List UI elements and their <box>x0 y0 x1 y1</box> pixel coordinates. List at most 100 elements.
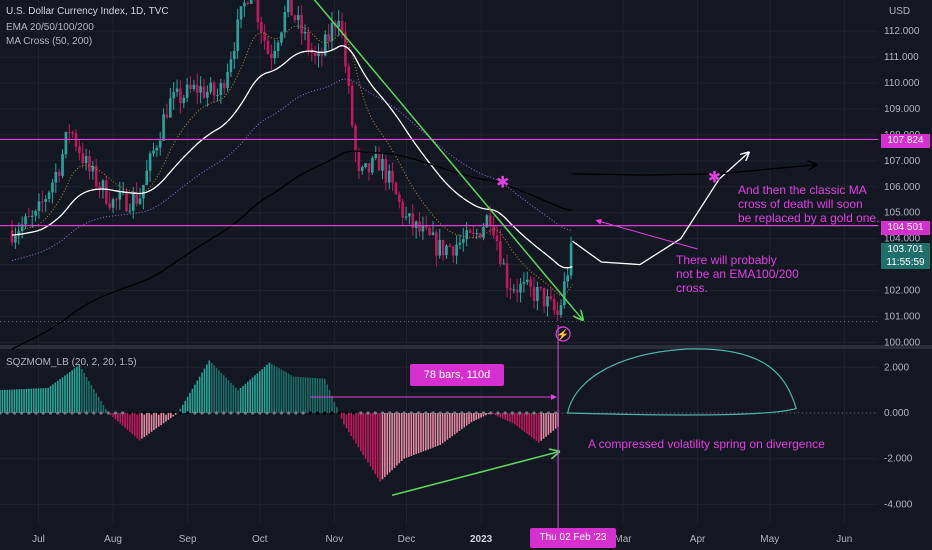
squeeze-dot <box>308 411 312 415</box>
candle-body <box>344 32 347 67</box>
axis-layer: Jul Aug Sep Oct Nov Dec 2023 Mar Apr May Jun 112.00… <box>32 26 920 545</box>
squeeze-dot <box>157 411 161 415</box>
candle-body <box>566 275 569 282</box>
squeeze-dot <box>337 411 341 415</box>
candle-body <box>256 0 260 23</box>
candle-body <box>455 244 458 256</box>
candle-body <box>111 199 115 208</box>
candle-body <box>91 165 95 172</box>
candle-body <box>468 230 472 233</box>
candle-body <box>259 22 263 33</box>
candle-body <box>317 53 320 57</box>
squeeze-dot <box>63 411 67 415</box>
y-tick-label: 104.000 <box>884 234 921 245</box>
candle-body <box>162 114 165 141</box>
lightning-icon: ⚡ <box>557 328 569 341</box>
candle-body <box>202 86 206 98</box>
candle-body <box>337 20 340 27</box>
candle-body <box>384 158 388 183</box>
candle-body <box>222 83 226 89</box>
candle-body <box>105 180 108 204</box>
currency-label: USD <box>889 6 911 17</box>
candle-body <box>458 242 462 245</box>
squeeze-dot <box>265 411 269 415</box>
squeeze-dot <box>445 411 450 415</box>
candle-body <box>273 50 277 59</box>
candle-body <box>47 192 51 200</box>
candle-body <box>552 299 556 311</box>
squeeze-dot <box>200 411 204 415</box>
candle-body <box>209 82 213 92</box>
candle-body <box>14 235 17 243</box>
candle-body <box>189 84 192 89</box>
squeeze-dot <box>352 411 356 415</box>
candle-body <box>199 86 202 93</box>
candle-body <box>81 153 85 164</box>
candle-body <box>549 296 553 300</box>
squeeze-dot <box>474 411 478 415</box>
candle-body <box>461 239 465 243</box>
candle-body <box>485 215 489 228</box>
candle-body <box>472 232 475 234</box>
annotation-gold-cross-line: be replaced by a gold one. <box>738 211 880 225</box>
candle-body <box>152 150 155 154</box>
price-tag-last: 103.701 11:55:59 <box>881 243 930 269</box>
candle-body <box>411 213 415 228</box>
candle-body <box>522 281 526 284</box>
y-tick-label: 106.000 <box>884 182 921 193</box>
candle-body <box>347 66 351 86</box>
candle-body <box>307 31 310 50</box>
indicator-ema[interactable]: EMA 20/50/100/200 <box>6 22 94 33</box>
candle-body <box>64 132 68 155</box>
squeeze-dot <box>236 411 240 415</box>
squeeze-dot <box>525 411 529 415</box>
cross-star-marker: ✱ <box>496 175 509 192</box>
candle-body <box>30 215 34 217</box>
squeeze-dot <box>56 411 60 415</box>
candle-body <box>478 233 482 238</box>
ema-100-line <box>11 78 573 262</box>
candle-body <box>276 42 280 51</box>
grid-layer <box>0 0 932 525</box>
momentum-y-tick-label: -4.000 <box>884 499 913 510</box>
candle-body <box>364 163 367 167</box>
candle-body <box>435 232 438 256</box>
indicator-sqzmom[interactable]: SQZMOM_LB (20, 2, 20, 1.5) <box>6 357 137 368</box>
candle-body <box>512 289 516 291</box>
candle-body <box>236 19 239 51</box>
candle-body <box>556 310 559 315</box>
candle-body <box>394 182 398 195</box>
candle-body <box>135 192 138 204</box>
candle-body <box>367 163 371 173</box>
candle-body <box>296 15 300 21</box>
candle-body <box>131 192 135 211</box>
chart-title: U.S. Dollar Currency Index, 1D, TVC <box>6 6 169 17</box>
annotation-no-cross: There will probably not be an EMA100/200… <box>676 253 799 295</box>
ema-200-line <box>11 150 573 350</box>
squeeze-dot <box>193 411 197 415</box>
candle-body <box>71 132 74 134</box>
squeeze-dot <box>402 411 406 415</box>
candle-body <box>118 192 122 200</box>
squeeze-dot <box>222 411 226 415</box>
squeeze-dot <box>489 411 493 415</box>
squeeze-dot <box>359 411 363 415</box>
candle-body <box>354 125 357 152</box>
squeeze-dot <box>121 411 125 415</box>
candle-body <box>155 147 159 151</box>
candle-body <box>145 170 149 185</box>
candle-body <box>515 289 519 293</box>
candle-body <box>84 156 88 164</box>
squeeze-dot <box>366 411 370 415</box>
candle-body <box>408 213 411 217</box>
candle-body <box>414 221 418 228</box>
candle-body <box>17 231 21 236</box>
candle-body <box>519 283 522 293</box>
squeeze-dot <box>12 411 17 415</box>
momentum-y-tick-label: 2.000 <box>884 362 909 373</box>
candle-body <box>431 232 435 235</box>
indicator-ma-cross[interactable]: MA Cross (50, 200) <box>6 36 93 47</box>
squeeze-dot <box>5 411 9 415</box>
